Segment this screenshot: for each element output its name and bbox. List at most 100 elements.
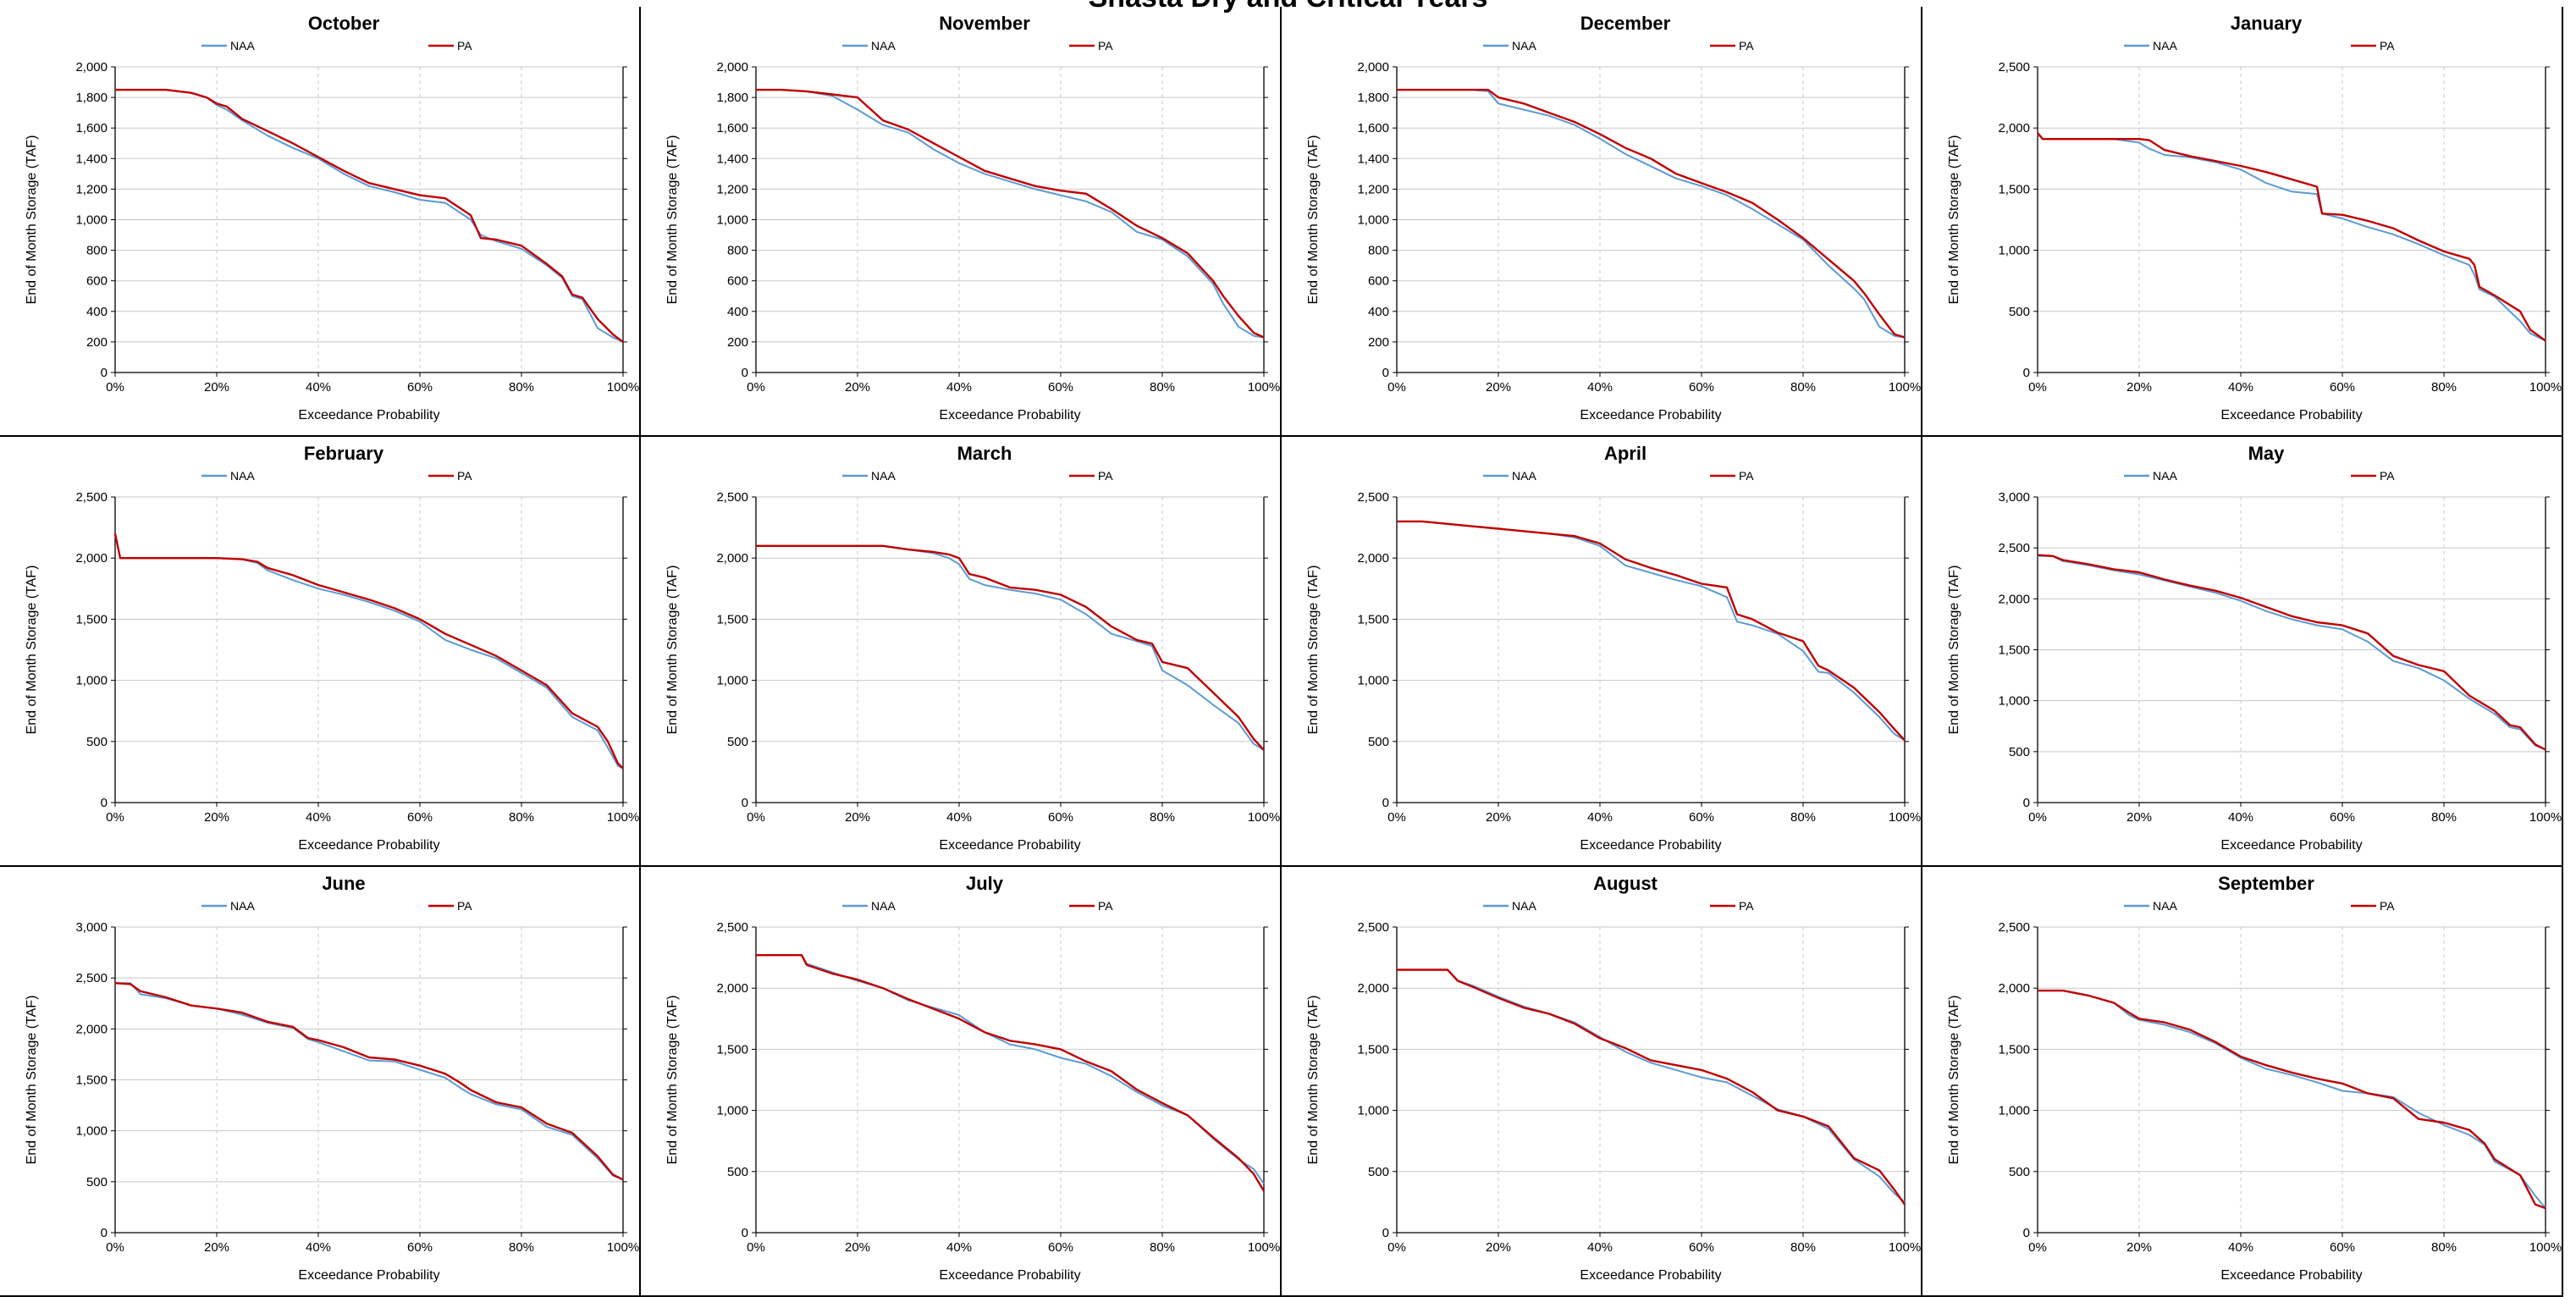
x-tick-label: 40% [306,380,331,395]
x-tick-label: 0% [1387,810,1406,825]
legend-label: NAA [871,469,896,483]
y-tick-label: 500 [727,1165,748,1179]
chart-svg: December NAA PA 0 200 400 600 800 1,000 1,200 1,40… [1306,13,1921,422]
legend-label: PA [1739,469,1754,483]
y-tick-label: 0 [101,796,108,810]
y-tick-label: 600 [86,274,108,289]
legend-label: PA [2380,39,2395,52]
x-tick-label: 100% [607,1240,639,1255]
x-tick-label: 0% [747,1240,765,1255]
series-line-pa [115,88,624,343]
x-tick-label: 80% [509,380,534,395]
x-tick-label: 40% [1587,1240,1613,1255]
series-line-pa [2037,132,2546,342]
y-tick-label: 400 [86,305,108,319]
page-title: Shasta Dry and Critical Years [0,0,2576,14]
legend-label: PA [1098,469,1113,483]
y-tick-label: 2,500 [75,490,108,505]
y-tick-label: 1,800 [75,91,108,105]
y-tick-label: 200 [727,335,748,350]
y-tick-label: 500 [1368,735,1389,749]
legend-label: PA [1098,39,1113,52]
x-tick-label: 40% [2228,380,2253,395]
y-tick-label: 1,200 [1357,182,1389,196]
chart-title: October [308,13,380,34]
x-tick-label: 100% [1889,810,1921,825]
legend-label: PA [1739,899,1754,913]
chart-svg: August NAA PA 0 500 1,000 1,500 2,000 2,500 0% 20%… [1306,873,1921,1283]
x-tick-label: 80% [2431,810,2457,825]
legend-label: NAA [1512,39,1536,52]
y-tick-label: 1,500 [1357,1042,1389,1057]
y-axis-label: End of Month Storage (TAF) [1947,996,1961,1165]
chart-panel: December NAA PA 0 200 400 600 800 1,000 1,200 1,40… [1282,7,1922,437]
y-tick-label: 1,400 [716,152,748,166]
y-tick-label: 0 [101,366,108,380]
series-line-naa [756,89,1265,339]
chart-svg: September NAA PA 0 500 1,000 1,500 2,000 2,500 0%… [1947,873,2562,1283]
legend-label: PA [1739,39,1754,52]
y-tick-label: 0 [2023,1226,2030,1240]
y-tick-label: 2,000 [716,551,748,566]
legend-label: PA [457,469,472,483]
y-tick-label: 2,000 [716,981,748,996]
y-axis-label: End of Month Storage (TAF) [1947,135,1961,305]
y-tick-label: 1,000 [1357,674,1389,688]
y-tick-label: 800 [1368,244,1389,258]
series-line-naa [115,982,624,1181]
legend-label: NAA [1512,469,1536,483]
x-axis-label: Exceedance Probability [298,408,439,422]
chart-title: May [2248,443,2286,464]
x-axis-label: Exceedance Probability [2220,1268,2362,1283]
legend-label: NAA [2153,39,2177,52]
y-tick-label: 2,000 [716,60,748,75]
x-axis-label: Exceedance Probability [1580,408,1721,422]
y-axis-label: End of Month Storage (TAF) [25,135,39,305]
chart-title: February [304,443,384,464]
y-tick-label: 1,000 [75,1124,108,1139]
y-tick-label: 500 [86,1175,108,1189]
chart-title: July [966,873,1004,894]
y-tick-label: 400 [1368,305,1389,319]
series-line-pa [2038,989,2546,1210]
series-line-pa [2037,554,2546,751]
x-tick-label: 40% [306,1240,331,1255]
chart-panel: July NAA PA 0 500 1,000 1,500 2,000 2,500 0% 20% 40… [641,867,1282,1297]
y-tick-label: 2,000 [1357,60,1389,75]
x-tick-label: 20% [204,1240,229,1255]
y-tick-label: 2,500 [1998,920,2030,935]
y-tick-label: 0 [101,1226,108,1240]
x-tick-label: 20% [204,810,229,825]
series-line-pa [756,953,1266,1192]
chart-svg: February NAA PA 0 500 1,000 1,500 2,000 2,500 0% 2… [25,443,639,853]
y-tick-label: 2,000 [1998,981,2030,996]
y-tick-label: 1,000 [75,213,108,228]
y-tick-label: 1,000 [1998,1104,2030,1118]
x-tick-label: 20% [1486,810,1511,825]
y-tick-label: 1,500 [716,1042,748,1057]
legend-label: PA [2380,469,2395,483]
chart-title: April [1604,443,1647,464]
y-tick-label: 1,600 [716,121,748,135]
y-tick-label: 500 [2009,745,2030,759]
x-axis-label: Exceedance Probability [939,838,1080,853]
x-tick-label: 20% [2126,380,2152,395]
y-tick-label: 2,500 [716,920,748,935]
x-axis-label: Exceedance Probability [298,1268,439,1283]
legend-label: NAA [871,39,896,52]
chart-panel: March NAA PA 0 500 1,000 1,500 2,000 2,500 0% 20% 4… [641,437,1282,867]
x-tick-label: 60% [1048,380,1073,395]
chart-grid: October NAA PA 0 200 400 600 800 1,000 1,200 1,400… [0,7,2576,1297]
chart-svg: October NAA PA 0 200 400 600 800 1,000 1,200 1,400… [25,13,639,422]
x-tick-label: 80% [2431,380,2457,395]
x-tick-label: 60% [1689,1240,1714,1255]
x-tick-label: 20% [1486,380,1511,395]
y-tick-label: 1,800 [1357,91,1389,105]
y-axis-label: End of Month Storage (TAF) [665,566,680,735]
series-line-naa [1397,969,1906,1203]
y-tick-label: 1,400 [75,152,108,166]
y-tick-label: 0 [742,796,748,810]
chart-title: January [2231,13,2303,34]
x-tick-label: 40% [1587,810,1613,825]
x-tick-label: 100% [1248,1240,1280,1255]
